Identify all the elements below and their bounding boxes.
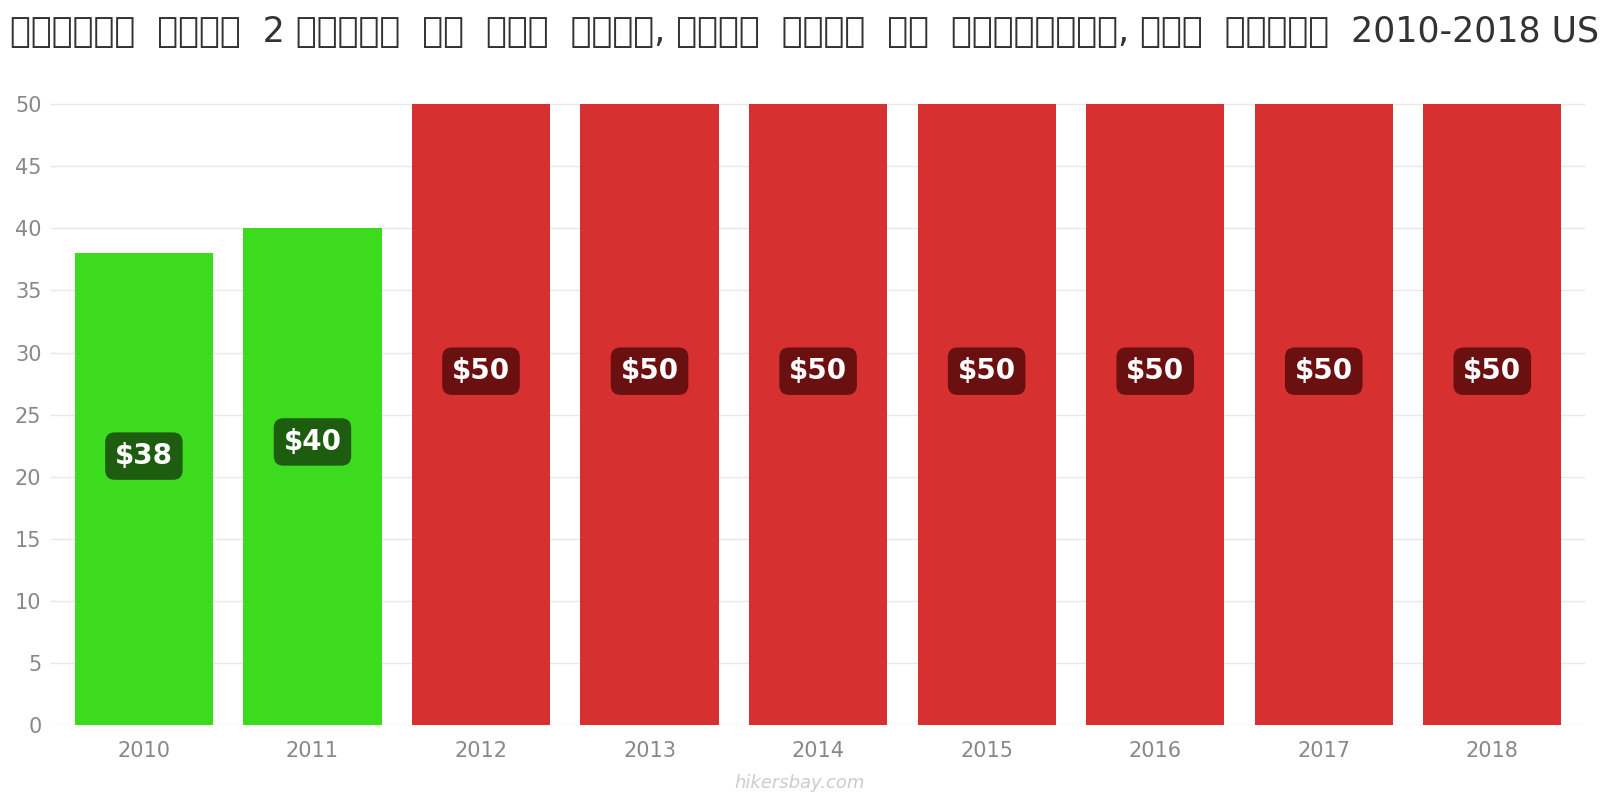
Bar [1086,104,1224,725]
Bar [411,104,550,725]
Text: $50: $50 [789,357,846,385]
Bar [1254,104,1394,725]
Text: $50: $50 [1294,357,1354,385]
Bar [917,104,1056,725]
Text: $50: $50 [1464,357,1522,385]
Bar [75,254,213,725]
Text: $40: $40 [283,428,341,456]
Text: $50: $50 [957,357,1016,385]
Text: $50: $50 [451,357,510,385]
Text: $50: $50 [621,357,678,385]
Bar [581,104,718,725]
Bar [1422,104,1562,725]
Text: $50: $50 [1126,357,1184,385]
Text: hikersbay.com: hikersbay.com [734,774,866,792]
Title: पोर्टो  रीको  2 लोगों  के  लिए  भोजन, मध्य  दूरी  के  रेस्तरां, तीन  कोर्स  2010: पोर्टो रीको 2 लोगों के लिए भोजन, मध्य दू… [10,15,1600,49]
Bar [749,104,888,725]
Bar [243,229,381,725]
Text: $38: $38 [115,442,173,470]
